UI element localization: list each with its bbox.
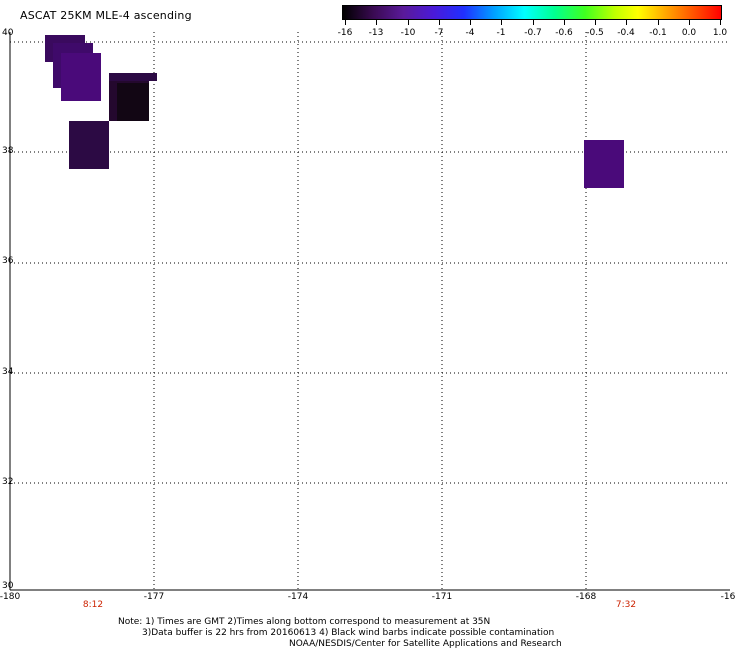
color-scale-label: -0.5 xyxy=(586,28,604,38)
time-label: 7:32 xyxy=(615,600,637,610)
latitude-label: 34 xyxy=(2,367,14,377)
longitude-label: -180 xyxy=(0,592,21,602)
color-scale-tick xyxy=(595,20,596,25)
color-scale-label: 1.0 xyxy=(712,28,728,38)
mle-cell xyxy=(69,121,109,169)
mle-cell xyxy=(584,140,624,188)
color-scale-tick xyxy=(470,20,471,25)
note-line-2: 3)Data buffer is 22 hrs from 20160613 4)… xyxy=(142,628,555,638)
color-scale-tick xyxy=(564,20,565,25)
color-scale-label: 0.0 xyxy=(681,28,697,38)
color-scale-label: -13 xyxy=(368,28,384,38)
color-scale-label: -0.1 xyxy=(649,28,667,38)
color-scale-label: -1 xyxy=(496,28,506,38)
color-scale-tick xyxy=(658,20,659,25)
color-scale-label: -16 xyxy=(337,28,353,38)
latitude-label: 38 xyxy=(2,146,14,156)
latitude-label: 32 xyxy=(2,477,14,487)
color-scale-tick xyxy=(376,20,377,25)
mle-cell xyxy=(61,53,101,101)
longitude-label: -177 xyxy=(143,592,165,602)
longitude-label: -171 xyxy=(431,592,453,602)
note-line-1: Note: 1) Times are GMT 2)Times along bot… xyxy=(118,617,491,627)
color-scale-label: -4 xyxy=(465,28,475,38)
color-scale-tick xyxy=(626,20,627,25)
color-scale-tick xyxy=(501,20,502,25)
longitude-label: -16 xyxy=(720,592,736,602)
data-cells xyxy=(45,35,624,188)
latitude-label: 40 xyxy=(2,28,14,38)
mle-cell xyxy=(117,83,149,121)
color-scale-tick xyxy=(689,20,690,25)
color-scale-label: -0.6 xyxy=(555,28,573,38)
note-line-3: NOAA/NESDIS/Center for Satellite Applica… xyxy=(289,639,562,649)
longitude-label: -174 xyxy=(287,592,309,602)
color-scale-tick xyxy=(720,20,721,25)
color-scale-tick xyxy=(439,20,440,25)
color-scale-label: -0.7 xyxy=(524,28,542,38)
color-scale-tick xyxy=(345,20,346,25)
latitude-label: 36 xyxy=(2,256,14,266)
longitude-label: -168 xyxy=(575,592,597,602)
time-label: 8:12 xyxy=(82,600,104,610)
latitude-label: 30 xyxy=(2,581,14,591)
map-frame xyxy=(9,32,730,591)
map-title: ASCAT 25KM MLE-4 ascending xyxy=(20,9,192,22)
mle-cell xyxy=(109,73,157,81)
color-scale-bar xyxy=(342,5,722,20)
color-scale-label: -0.4 xyxy=(617,28,635,38)
graticule xyxy=(10,32,730,590)
color-scale-tick xyxy=(408,20,409,25)
color-scale-label: -7 xyxy=(434,28,444,38)
color-scale-label: -10 xyxy=(400,28,416,38)
color-scale-tick xyxy=(533,20,534,25)
